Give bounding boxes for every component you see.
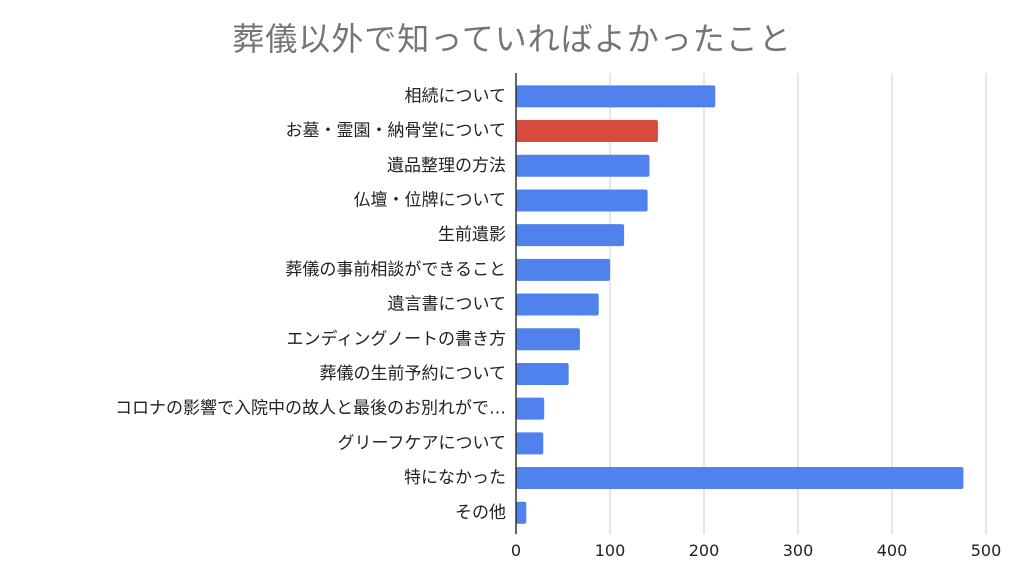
- category-label: コロナの影響で入院中の故人と最後のお別れがで…: [115, 399, 506, 419]
- bar-7: [516, 293, 599, 316]
- category-label: 仏壇・位牌について: [354, 190, 507, 210]
- bar-5: [516, 224, 625, 247]
- x-tick-label: 300: [783, 541, 814, 560]
- x-tick-label: 200: [689, 541, 720, 560]
- category-label: 生前遺影: [438, 225, 506, 245]
- bar-4: [516, 189, 648, 212]
- category-label: 遺品整理の方法: [387, 156, 506, 176]
- category-label: 特になかった: [404, 468, 506, 488]
- bar-8: [516, 328, 580, 351]
- category-label: グリーフケアについて: [338, 433, 506, 453]
- x-tick-label: 100: [595, 541, 626, 560]
- category-label: 相続について: [405, 86, 507, 106]
- bar-12: [516, 467, 964, 490]
- category-label: 遺言書について: [388, 295, 507, 315]
- bar-3: [516, 154, 650, 177]
- x-tick-label: 400: [877, 541, 908, 560]
- bar-9: [516, 362, 569, 385]
- bar-1: [516, 85, 716, 108]
- bar-11: [516, 432, 544, 455]
- x-tick-label: 0: [511, 541, 521, 560]
- bar-10: [516, 397, 545, 420]
- category-label: エンディングノートの書き方: [287, 328, 506, 349]
- category-label: 葬儀の事前相談ができること: [285, 260, 506, 280]
- category-label: その他: [455, 503, 506, 523]
- chart-title: 葬儀以外で知っていればよかったこと: [232, 20, 792, 58]
- bar-2: [516, 120, 658, 143]
- bar-13: [516, 501, 527, 524]
- category-label: 葬儀の生前予約について: [320, 364, 507, 384]
- category-label: お墓・霊園・納骨堂について: [286, 121, 507, 141]
- x-tick-label: 500: [971, 541, 1002, 560]
- bar-6: [516, 258, 610, 281]
